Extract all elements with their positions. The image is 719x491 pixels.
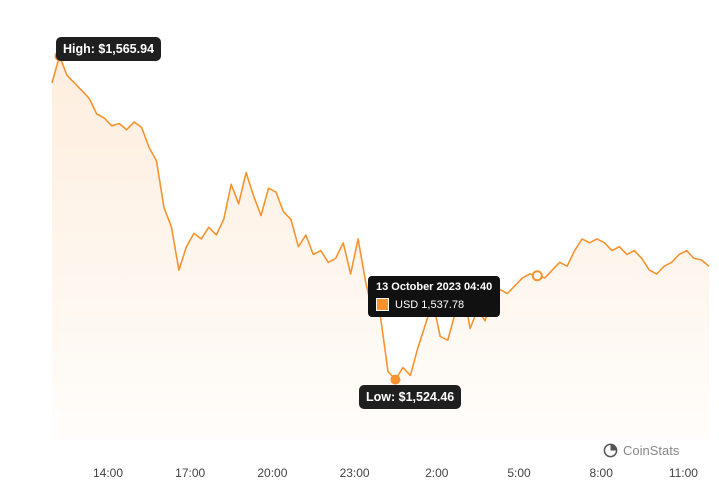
x-tick-label: 17:00 [175, 466, 205, 480]
x-tick-label: 8:00 [590, 466, 614, 480]
x-axis-ticks: 14:00 17:00 20:00 23:00 2:00 5:00 8:00 11:00 [93, 466, 698, 480]
low-point-marker [390, 374, 401, 385]
brand-name: CoinStats [623, 443, 680, 458]
hover-tooltip: 13 October 2023 04:40 USD 1,537.78 [368, 276, 501, 317]
x-tick-label: 23:00 [340, 466, 370, 480]
coinstats-logo-icon [603, 443, 618, 458]
brand-watermark: CoinStats [603, 443, 679, 458]
tooltip-value: USD 1,537.78 [395, 298, 465, 311]
x-tick-label: 14:00 [93, 466, 123, 480]
tooltip-value-row: USD 1,537.78 [376, 298, 492, 311]
low-price-label: Low: $1,524.46 [359, 385, 462, 409]
high-price-label: High: $1,565.94 [56, 37, 162, 61]
x-tick-label: 2:00 [425, 466, 449, 480]
hover-point-marker [531, 270, 543, 282]
x-tick-label: 20:00 [257, 466, 287, 480]
series-color-swatch [376, 298, 389, 311]
tooltip-date: 13 October 2023 04:40 [376, 281, 493, 293]
price-area-fill [52, 56, 709, 440]
x-tick-label: 5:00 [507, 466, 531, 480]
x-tick-label: 11:00 [669, 466, 698, 480]
